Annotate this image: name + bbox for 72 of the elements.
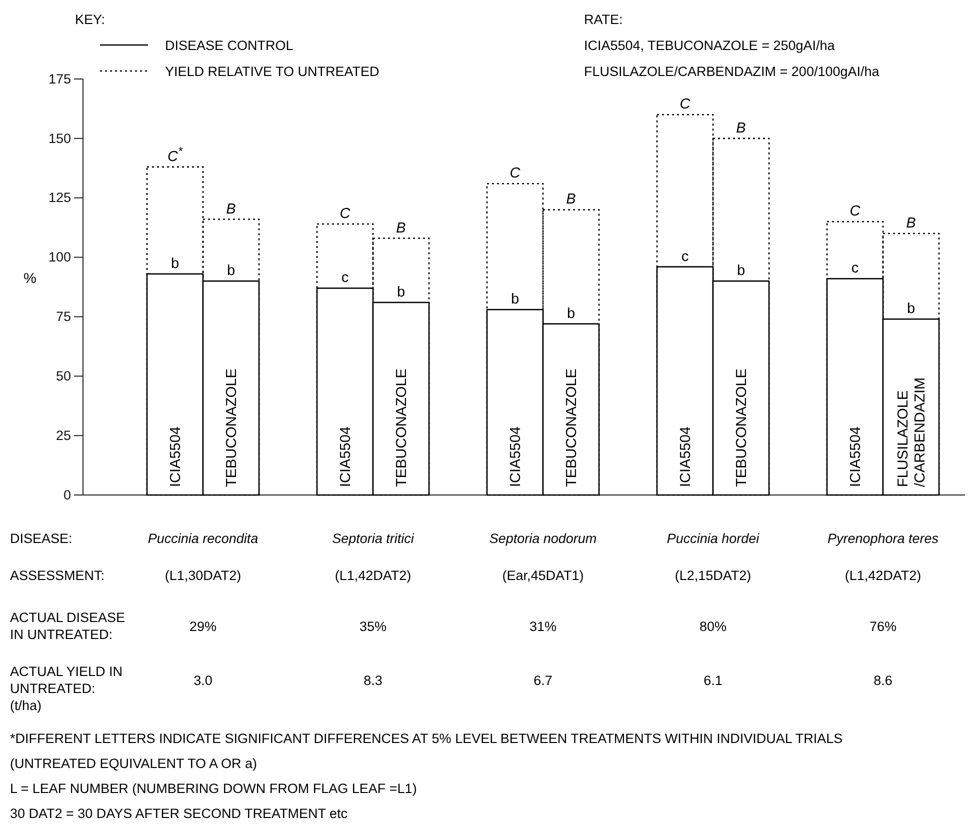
legend-title: KEY: [75,12,106,27]
text: Septoria tritici [332,531,415,546]
text: (L1,30DAT2) [164,568,242,583]
text: 31% [529,619,557,634]
text: (Ear,45DAT1) [502,568,584,583]
y-tick-label: 150 [48,130,71,146]
text: ICIA5504, TEBUCONAZOLE = 250gAI/ha [584,38,836,53]
data-label: B [566,192,576,208]
text: (L1,42DAT2) [334,568,412,583]
data-label: b [566,306,576,322]
legend-label: YIELD RELATIVE TO UNTREATED [165,64,380,79]
text: DISEASE: [10,531,72,546]
data-label: C [340,206,351,222]
x-tick-label: ICIA5504 [338,426,354,487]
data-label: c [851,260,859,277]
data-label: c [681,248,689,265]
data-label: B [906,216,916,232]
text: 76% [869,619,897,634]
text: 3.0 [194,673,212,688]
data-label: b [906,301,916,318]
data-label: C [850,204,861,220]
y-tick-label: 100 [48,250,71,265]
data-label: b [396,284,406,300]
data-label: b [510,292,520,308]
y-tick-label: 0 [63,487,71,502]
text: 29% [189,619,217,634]
data-label: B [396,220,406,236]
x-tick-label: FLUSILAZOLE /CARBENDAZIM [896,377,928,487]
data-label: b [226,263,236,280]
text: Puccinia recondita [148,531,259,546]
text: *DIFFERENT LETTERS INDICATE SIGNIFICANT DIFFERENCES AT 5% LEVEL BETWEEN TREATMENTS WITHIN INDIVIDUAL TRIALS (UNTREATED EQUIVALENT TO A OR a) [10,731,843,771]
y-tick-label: 25 [56,428,71,443]
x-tick-label: ICIA5504 [168,426,184,487]
text: (L1,42DAT2) [844,568,922,583]
text: 8.6 [874,673,892,688]
x-tick-label: TEBUCONAZOLE [564,368,580,487]
text: ACTUAL DISEASE IN UNTREATED: [10,610,126,642]
data-label: C [680,96,691,113]
text: Puccinia hordei [666,531,760,546]
text: L = LEAF NUMBER (NUMBERING DOWN FROM FLAG LEAF =L1) [10,781,417,796]
text: 30 DAT2 = 30 DAYS AFTER SECOND TREATMENT etc [10,806,348,821]
y-axis-title: % [24,271,37,287]
data-label: b [736,263,746,280]
x-tick-label: ICIA5504 [678,426,694,487]
text: 80% [699,619,727,634]
text: Pyrenophora teres [827,531,939,546]
text: Septoria nodorum [489,531,597,546]
x-tick-label: TEBUCONAZOLE [224,368,240,487]
text: ASSESSMENT: [10,568,105,583]
text: 35% [359,619,387,634]
x-tick-label: TEBUCONAZOLE [734,368,750,487]
legend-label: DISEASE CONTROL [165,38,294,53]
data-label: C [510,166,521,182]
data-label: b [170,256,180,272]
data-label: B [226,201,236,218]
x-tick-label: ICIA5504 [508,426,524,487]
y-tick-label: 75 [56,309,71,324]
y-tick-label: 125 [48,190,71,206]
data-label: B [736,120,746,136]
text: 6.7 [534,673,552,688]
text: ACTUAL YIELD IN UNTREATED: (t/ha) [10,664,123,713]
text: (L2,15DAT2) [674,568,752,583]
text: RATE: [584,12,623,27]
data-label: C$^{*}$ [168,144,183,165]
x-tick-label: TEBUCONAZOLE [394,368,410,487]
x-tick-label: ICIA5504 [848,426,864,487]
y-tick-label: 175 [48,71,71,86]
text: 8.3 [364,673,382,688]
annotation: FLUSILAZOLE/CARBENDAZIM = 200/100gAI/ha [584,64,880,79]
y-tick-label: 50 [56,368,71,384]
text: 6.1 [704,673,722,688]
data-label: c [341,270,349,286]
